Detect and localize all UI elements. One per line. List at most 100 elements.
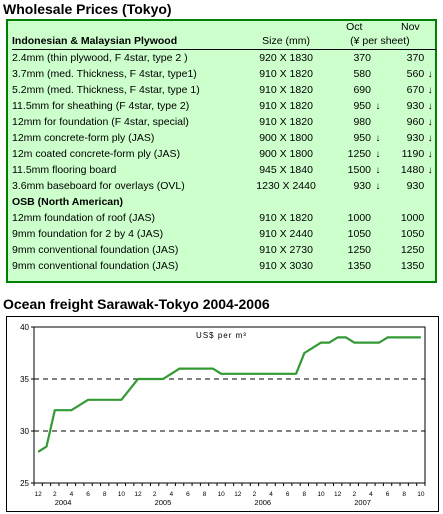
row-description: 2.4mm (thin plywood, F 4star, type 2 ) [12,52,188,64]
row-size: 945 X 1840 [259,164,313,176]
plywood-rows: 2.4mm (thin plywood, F 4star, type 2 ) 92… [12,50,436,195]
row-oct-price: 950 [353,100,371,112]
down-arrow-icon: ↓ [375,100,381,112]
osb-rows: 12mm foundation of roof (JAS) 910 X 1820 1… [12,210,436,274]
year-label: 2004 [55,498,72,507]
down-arrow-icon: ↓ [427,148,433,160]
row-description: 12mm foundation of roof (JAS) [12,212,155,224]
column-header-size: Size (mm) [248,33,324,50]
ocean-freight-chart: 25 30 35 40 12 2 4 6 8 10 12 2 4 6 8 10 12 2 4 6 8 10 12 2 4 6 8 10… [6,316,439,512]
row-description: 5.2mm (med. Thickness, F 4star, type 1) [12,84,200,96]
table-row: 12m coated concrete-form ply (JAS) 900 X … [12,146,436,162]
month-tick-label: 10 [417,491,425,498]
wholesale-prices-table: Oct Nov Indonesian & Malaysian Plywood S… [12,21,436,274]
month-tick-label: 4 [70,491,74,498]
row-size: 910 X 1820 [259,212,313,224]
row-nov-price: 1250 [400,244,425,256]
table-header-spacer [248,21,323,33]
arrow-slot [424,226,436,242]
down-arrow-icon [424,50,436,67]
down-arrow-icon: ↓ [375,132,381,144]
row-nov-price: 670 [406,84,425,96]
month-tick-label: 12 [334,491,342,498]
month-tick-label: 4 [169,491,173,498]
down-arrow-icon: ↓ [427,68,433,80]
row-description: 9mm conventional foundation (JAS) [12,244,179,256]
month-tick-label: 2 [253,491,257,498]
row-size: 910 X 3030 [259,260,313,272]
freight-chart-svg: 25 30 35 40 12 2 4 6 8 10 12 2 4 6 8 10 12 2 4 6 8 10 12 2 4 6 8 10… [20,323,426,507]
month-tick-label: 8 [303,491,307,498]
table-row: 2.4mm (thin plywood, F 4star, type 2 ) 92… [12,50,436,67]
month-tick-label: 10 [317,491,325,498]
row-oct-price: 1000 [347,212,371,224]
month-tick-label: 8 [402,491,406,498]
month-tick-label: 6 [186,491,190,498]
wholesale-prices-panel: Oct Nov Indonesian & Malaysian Plywood S… [6,19,437,283]
section-title-osb: OSB (North American) [12,196,124,208]
down-arrow-icon [424,178,436,194]
table-row: 5.2mm (med. Thickness, F 4star, type 1) 9… [12,82,436,98]
wholesale-prices-title: Wholesale Prices (Tokyo) [3,1,172,17]
row-description: 3.6mm baseboard for overlays (OVL) [12,180,185,192]
row-oct-price: 1250 [347,244,371,256]
down-arrow-icon: ↓ [427,164,433,176]
row-size: 900 X 1800 [259,132,313,144]
row-oct-price: 1500 [347,164,371,176]
down-arrow-icon: ↓ [375,148,381,160]
row-nov-price: 1350 [400,260,425,272]
y-tick-label: 30 [20,427,29,436]
row-size: 910 X 1820 [259,116,313,128]
month-tick-label: 4 [369,491,373,498]
down-arrow-icon: ↓ [427,132,433,144]
month-tick-label: 2 [352,491,356,498]
freight-series-line [37,336,421,453]
row-description: 9mm conventional foundation (JAS) [12,260,179,272]
arrow-slot [371,226,385,242]
column-header-oct: Oct [346,21,363,33]
table-row: 9mm conventional foundation (JAS) 910 X 3… [12,258,436,274]
arrow-slot [371,258,385,274]
row-nov-price: 1480 [400,164,425,176]
down-arrow-icon: ↓ [375,164,381,176]
table-row: 12mm for foundation (F 4star, special) 91… [12,114,436,130]
row-oct-price: 1250 [347,148,371,160]
row-oct-price: 930 [353,180,371,192]
row-size: 910 X 1820 [259,68,313,80]
row-nov-price: 930 [406,132,425,144]
down-arrow-icon [371,66,385,82]
row-nov-price: 1050 [400,228,425,240]
plot-frame [33,326,426,484]
y-tick-label: 40 [20,323,29,332]
month-tick-label: 12 [234,491,242,498]
row-size: 900 X 1800 [259,148,313,160]
row-oct-price: 690 [353,84,371,96]
row-description: 12mm for foundation (F 4star, special) [12,116,189,128]
table-row: 3.7mm (med. Thickness, F 4star, type1) 91… [12,66,436,82]
month-tick-label: 6 [386,491,390,498]
down-arrow-icon: ↓ [427,84,433,96]
table-row: 9mm conventional foundation (JAS) 910 X 2… [12,242,436,258]
row-description: 11.5mm flooring board [12,164,117,176]
row-description: 12mm concrete-form ply (JAS) [12,132,155,144]
row-oct-price: 370 [353,52,371,64]
table-row: 12mm foundation of roof (JAS) 910 X 1820 1… [12,210,436,226]
row-oct-price: 980 [353,116,371,128]
month-tick-label: 8 [203,491,207,498]
row-nov-price: 960 [406,116,425,128]
y-tick-label: 25 [20,479,29,488]
month-tick-label: 6 [286,491,290,498]
section-title-plywood: Indonesian & Malaysian Plywood [12,33,249,50]
down-arrow-icon: ↓ [427,116,433,128]
row-size: 1230 X 2440 [256,180,316,192]
table-row: 11.5mm for sheathing (F 4star, type 2) 91… [12,98,436,114]
row-nov-price: 560 [406,68,425,80]
month-tick-label: 6 [86,491,90,498]
down-arrow-icon [371,82,385,98]
row-description: 11.5mm for sheathing (F 4star, type 2) [12,100,190,112]
arrow-slot [424,258,436,274]
arrow-slot [424,210,436,226]
arrow-slot [424,242,436,258]
row-nov-price: 1190 [401,148,425,160]
month-tick-label: 2 [53,491,57,498]
